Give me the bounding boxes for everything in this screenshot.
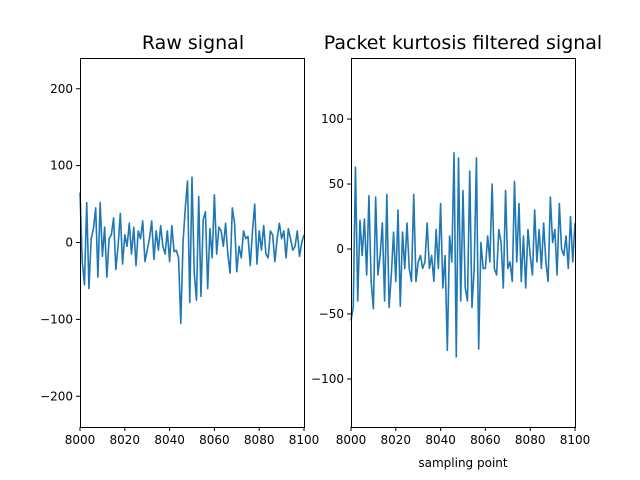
left-x-tick-label: 8040	[154, 433, 185, 447]
right-y-tick-label: −50	[319, 307, 344, 321]
right-y-tick-label: 100	[321, 112, 344, 126]
right-x-tick-label: 8040	[425, 433, 456, 447]
left-x-tick-label: 8000	[65, 433, 96, 447]
right-x-tick-label: 8080	[515, 433, 546, 447]
right-chart-grid-ticks: 8000 8020 8040 8060 8080 8100 −100 −50 0 50 100	[311, 112, 590, 447]
left-y-tick-label: 0	[65, 236, 73, 250]
left-chart-frame	[80, 58, 305, 428]
right-x-tick-label: 8000	[336, 433, 367, 447]
left-y-tick-label: 100	[50, 159, 73, 173]
right-y-tick-label: 50	[329, 177, 344, 191]
left-chart-title: Raw signal	[142, 32, 244, 54]
right-chart-series-line	[350, 152, 576, 358]
left-x-tick-label: 8080	[244, 433, 275, 447]
right-x-tick-label: 8020	[381, 433, 412, 447]
right-y-tick-label: 0	[336, 242, 344, 256]
left-chart-panel: Raw signal 8000 8020 8040 8060 8080 8100 −200 −…	[40, 32, 319, 447]
left-chart-series-line	[79, 176, 305, 325]
right-chart-frame	[351, 58, 576, 428]
left-y-tick-label: −200	[40, 389, 73, 403]
left-x-tick-label: 8020	[110, 433, 141, 447]
right-chart-panel: Packet kurtosis filtered signal 8000 8020…	[311, 32, 602, 470]
right-chart-title: Packet kurtosis filtered signal	[324, 32, 602, 54]
left-x-tick-label: 8100	[289, 433, 320, 447]
right-x-tick-label: 8100	[560, 433, 591, 447]
right-y-tick-label: −100	[311, 372, 344, 386]
left-x-tick-label: 8060	[199, 433, 230, 447]
left-chart-grid-ticks: 8000 8020 8040 8060 8080 8100 −200 −100 0 100 200	[40, 82, 319, 447]
right-x-tick-label: 8060	[470, 433, 501, 447]
left-y-tick-label: −100	[40, 312, 73, 326]
left-y-tick-label: 200	[50, 82, 73, 96]
right-chart-xlabel: sampling point	[418, 456, 508, 470]
